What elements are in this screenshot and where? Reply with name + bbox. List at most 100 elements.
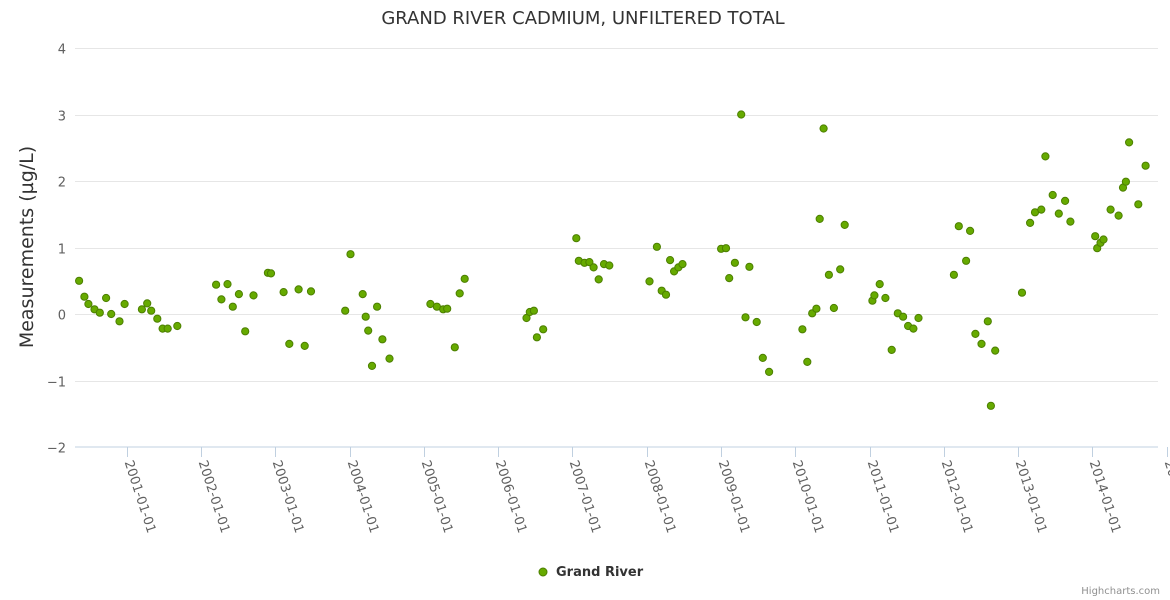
data-point[interactable] (812, 304, 821, 313)
data-point[interactable] (991, 346, 1000, 355)
data-point[interactable] (234, 290, 243, 299)
data-point[interactable] (765, 367, 774, 376)
credits-link[interactable]: Highcharts.com (1081, 586, 1160, 597)
data-point[interactable] (153, 314, 162, 323)
data-point[interactable] (1125, 138, 1134, 147)
data-point[interactable] (364, 326, 373, 335)
data-point[interactable] (1017, 288, 1027, 297)
data-point[interactable] (758, 353, 767, 362)
data-point[interactable] (212, 280, 221, 289)
data-point[interactable] (840, 220, 849, 229)
data-point[interactable] (266, 269, 276, 278)
data-point[interactable] (455, 289, 464, 298)
data-point[interactable] (585, 258, 594, 267)
data-point[interactable] (875, 280, 884, 289)
data-point[interactable] (107, 309, 116, 319)
data-point[interactable] (1134, 200, 1143, 209)
data-point[interactable] (115, 317, 124, 326)
data-point[interactable] (1141, 161, 1150, 170)
data-point[interactable] (279, 288, 288, 297)
data-point[interactable] (294, 285, 303, 294)
data-point[interactable] (373, 302, 382, 311)
data-point[interactable] (986, 401, 996, 410)
data-point[interactable] (983, 317, 992, 326)
data-point[interactable] (1091, 232, 1100, 241)
data-point[interactable] (285, 339, 294, 348)
data-point[interactable] (824, 270, 834, 279)
data-point[interactable] (529, 306, 539, 315)
data-point[interactable] (163, 324, 172, 333)
data-point[interactable] (666, 256, 675, 265)
data-point[interactable] (147, 306, 156, 315)
data-point[interactable] (1026, 218, 1035, 227)
data-point[interactable] (378, 335, 387, 344)
data-point[interactable] (137, 305, 146, 314)
data-point[interactable] (1048, 190, 1057, 200)
data-point[interactable] (1106, 205, 1115, 214)
data-point[interactable] (721, 244, 731, 253)
data-point[interactable] (361, 312, 370, 321)
data-point[interactable] (306, 287, 316, 296)
data-point[interactable] (652, 242, 662, 251)
data-point[interactable] (737, 110, 746, 119)
data-point[interactable] (971, 329, 980, 338)
data-point[interactable] (803, 357, 812, 366)
data-point[interactable] (829, 303, 839, 313)
data-point[interactable] (1054, 209, 1063, 218)
data-point[interactable] (358, 290, 367, 299)
data-point[interactable] (899, 312, 908, 321)
data-point[interactable] (914, 313, 923, 323)
data-point[interactable] (228, 302, 237, 311)
data-point[interactable] (532, 333, 542, 342)
data-point[interactable] (1041, 152, 1050, 161)
data-point[interactable] (95, 308, 104, 317)
data-point[interactable] (725, 274, 734, 283)
data-point[interactable] (385, 354, 394, 363)
data-point[interactable] (1066, 217, 1075, 226)
data-point[interactable] (249, 291, 258, 300)
data-point[interactable] (605, 261, 614, 270)
data-point[interactable] (75, 276, 84, 285)
data-point[interactable] (443, 304, 452, 313)
data-point[interactable] (836, 265, 845, 274)
data-point[interactable] (572, 234, 581, 243)
data-point[interactable] (594, 275, 603, 284)
data-point[interactable] (887, 345, 896, 354)
data-point[interactable] (1114, 211, 1123, 220)
legend-item-grand-river[interactable]: Grand River (556, 565, 644, 580)
legend[interactable]: Grand River (538, 565, 644, 580)
data-point[interactable] (84, 299, 93, 309)
data-point[interactable] (909, 324, 918, 333)
data-point[interactable] (881, 293, 890, 303)
data-point[interactable] (962, 256, 971, 265)
data-point[interactable] (954, 222, 963, 231)
data-point[interactable] (661, 290, 671, 299)
data-point[interactable] (815, 214, 824, 223)
data-point[interactable] (678, 260, 687, 269)
data-point[interactable] (120, 299, 129, 309)
data-point[interactable] (745, 262, 754, 271)
data-point[interactable] (1121, 177, 1131, 186)
data-point[interactable] (300, 341, 309, 350)
data-point[interactable] (223, 280, 232, 289)
data-point[interactable] (741, 313, 750, 322)
data-point[interactable] (241, 327, 250, 336)
data-point[interactable] (645, 277, 654, 286)
data-point[interactable] (977, 339, 986, 348)
data-point[interactable] (450, 343, 459, 352)
data-point[interactable] (346, 250, 355, 259)
data-point[interactable] (102, 293, 111, 303)
data-point[interactable] (1061, 196, 1070, 205)
data-point[interactable] (730, 258, 740, 267)
data-point[interactable] (589, 263, 598, 272)
data-point[interactable] (460, 274, 469, 283)
data-point[interactable] (173, 321, 182, 331)
data-point[interactable] (949, 270, 959, 279)
data-point[interactable] (80, 292, 89, 301)
data-point[interactable] (1037, 205, 1046, 214)
data-point[interactable] (143, 299, 152, 308)
data-point[interactable] (752, 317, 761, 327)
data-point[interactable] (966, 226, 975, 235)
data-point[interactable] (539, 325, 548, 334)
data-point[interactable] (1099, 235, 1108, 244)
